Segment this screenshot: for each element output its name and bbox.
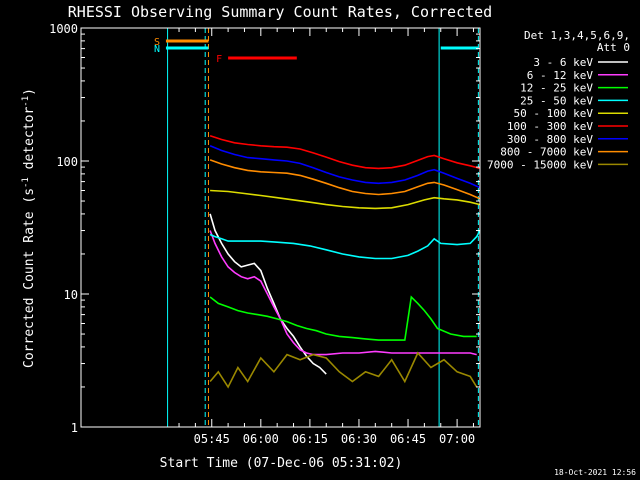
- series-line-7: [209, 159, 481, 200]
- y-label-text-1: Corrected Count Rate (s: [22, 188, 37, 368]
- chart-title: RHESSI Observing Summary Count Rates, Co…: [68, 3, 492, 21]
- series-line-1: [209, 230, 477, 356]
- y-axis-label: Corrected Count Rate (s-1 detector-1): [21, 88, 37, 368]
- legend-label-3: 25 - 50 keV: [520, 94, 593, 107]
- observing-markers: [167, 28, 481, 427]
- x-axis: 05:45 06:00 06:15 06:30 06:45 07:00: [178, 28, 475, 446]
- footer-timestamp: 18-Oct-2021 12:56: [554, 468, 636, 477]
- legend-label-6: 300 - 800 keV: [507, 133, 593, 146]
- legend-label-8: 7000 - 15000 keV: [487, 158, 593, 171]
- legend-header-line-2: Att 0: [597, 41, 630, 54]
- legend-header-line-1: Det 1,3,4,5,6,9,: [524, 29, 630, 42]
- series-line-5: [209, 134, 481, 170]
- y-label-superscript-2: -1: [21, 96, 31, 107]
- y-tick-label-0: 1: [71, 421, 78, 435]
- x-tick-label-1: 06:00: [243, 432, 279, 446]
- x-tick-label-2: 06:15: [292, 432, 328, 446]
- y-label-superscript-1: -1: [21, 177, 31, 188]
- series-line-0: [209, 213, 327, 375]
- x-tick-label-5: 07:00: [439, 432, 475, 446]
- flag-label-0: S: [154, 37, 160, 48]
- y-tick-label-2: 100: [56, 155, 78, 169]
- x-tick-label-3: 06:30: [341, 432, 377, 446]
- legend-label-1: 6 - 12 keV: [527, 69, 594, 82]
- flag-label-2: F: [216, 54, 222, 65]
- series-line-8: [209, 351, 478, 389]
- y-label-text-3: ): [22, 88, 37, 96]
- series-group: [209, 134, 481, 389]
- x-tick-label-4: 06:45: [390, 432, 426, 446]
- series-line-4: [210, 189, 481, 210]
- series-line-2: [209, 295, 477, 341]
- x-tick-label-0: 05:45: [194, 432, 230, 446]
- y-tick-label-1: 10: [64, 288, 78, 302]
- legend-label-0: 3 - 6 keV: [533, 56, 593, 69]
- legend-label-5: 100 - 300 keV: [507, 120, 593, 133]
- flag-label-1: N: [154, 44, 160, 55]
- y-label-text-2: detector: [22, 107, 37, 178]
- legend-label-4: 50 - 100 keV: [514, 107, 594, 120]
- legend-label-2: 12 - 25 keV: [520, 82, 593, 95]
- y-axis: 1 10 100 1000: [49, 22, 480, 435]
- legend-label-7: 800 - 7000 keV: [500, 146, 593, 159]
- series-line-6: [209, 145, 481, 189]
- plot-frame: [80, 27, 481, 428]
- observing-flags: SN F: [154, 37, 479, 65]
- x-axis-label: Start Time (07-Dec-06 05:31:02): [160, 456, 403, 471]
- y-tick-label-3: 1000: [49, 22, 78, 36]
- series-line-3: [209, 230, 481, 260]
